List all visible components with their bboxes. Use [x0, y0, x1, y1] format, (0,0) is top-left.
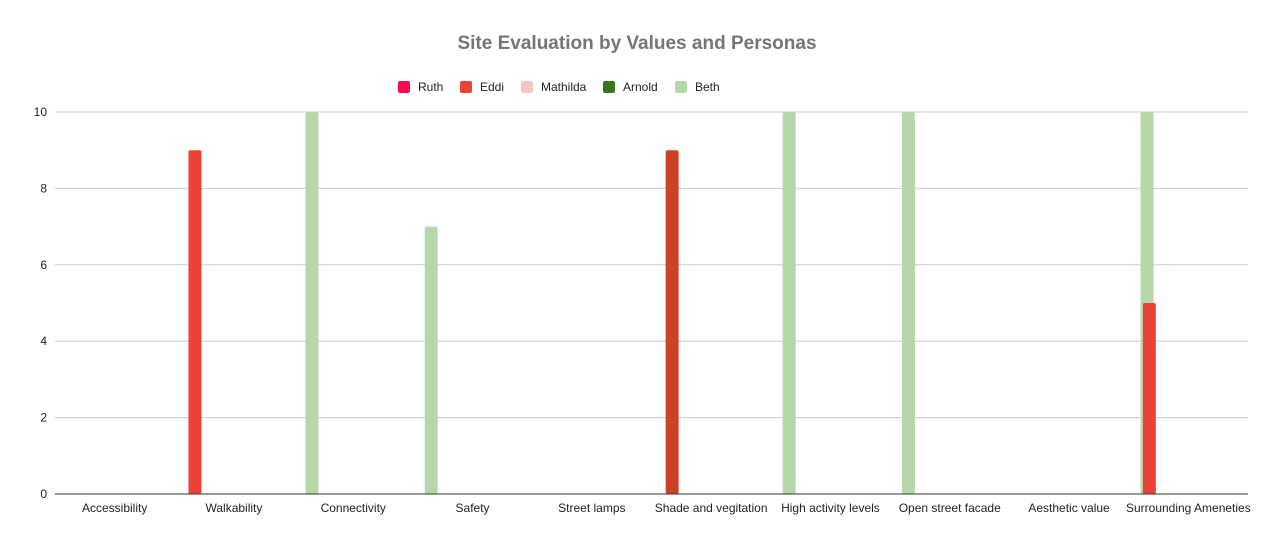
legend-item-beth: Beth: [675, 80, 720, 94]
x-tick-label: Accessibility: [82, 501, 147, 515]
y-tick-label: 10: [34, 105, 48, 119]
legend-item-eddi: Eddi: [460, 80, 504, 94]
x-tick-label: Connectivity: [321, 501, 386, 515]
legend-swatch: [398, 81, 410, 93]
legend-label: Eddi: [480, 80, 504, 94]
bar-beth: [901, 112, 915, 494]
y-tick-label: 4: [40, 334, 47, 348]
bar-beth: [782, 112, 796, 494]
legend-label: Ruth: [418, 80, 443, 94]
legend-swatch: [521, 81, 533, 93]
y-axis-ticks: 0 2 4 6 8 10: [34, 105, 48, 501]
chart-title: Site Evaluation by Values and Personas: [457, 33, 816, 54]
gridlines: [55, 111, 1248, 419]
y-tick-label: 2: [40, 411, 47, 425]
legend-swatch: [675, 81, 687, 93]
legend-label: Arnold: [623, 80, 658, 94]
legend-swatch: [603, 81, 615, 93]
legend-item-arnold: Arnold: [603, 80, 658, 94]
x-tick-label: Open street facade: [899, 501, 1001, 515]
legend-label: Beth: [695, 80, 720, 94]
legend-item-ruth: Ruth: [398, 80, 443, 94]
x-tick-label: Surrounding Ameneties: [1126, 501, 1251, 515]
bars: [188, 112, 1156, 494]
x-tick-label: Street lamps: [558, 501, 625, 515]
legend-item-mathilda: Mathilda: [521, 80, 587, 94]
bar-beth: [305, 112, 319, 494]
x-tick-label: Aesthetic value: [1028, 501, 1110, 515]
y-tick-label: 8: [40, 181, 47, 195]
legend-label: Mathilda: [541, 80, 587, 94]
bar-eddi: [665, 150, 679, 494]
bar-eddi: [188, 150, 202, 494]
x-axis-ticks: Accessibility Walkability Connectivity Safe…: [82, 501, 1251, 515]
x-tick-label: Shade and vegitation: [655, 501, 768, 515]
legend: Ruth Eddi Mathilda Arnold Beth: [398, 80, 720, 94]
x-tick-label: Safety: [456, 501, 490, 515]
bar-beth: [424, 226, 438, 494]
x-tick-label: Walkability: [205, 501, 262, 515]
y-tick-label: 0: [40, 487, 47, 501]
legend-swatch: [460, 81, 472, 93]
bar-eddi: [1142, 303, 1156, 494]
y-tick-label: 6: [40, 258, 47, 272]
x-tick-label: High activity levels: [781, 501, 880, 515]
